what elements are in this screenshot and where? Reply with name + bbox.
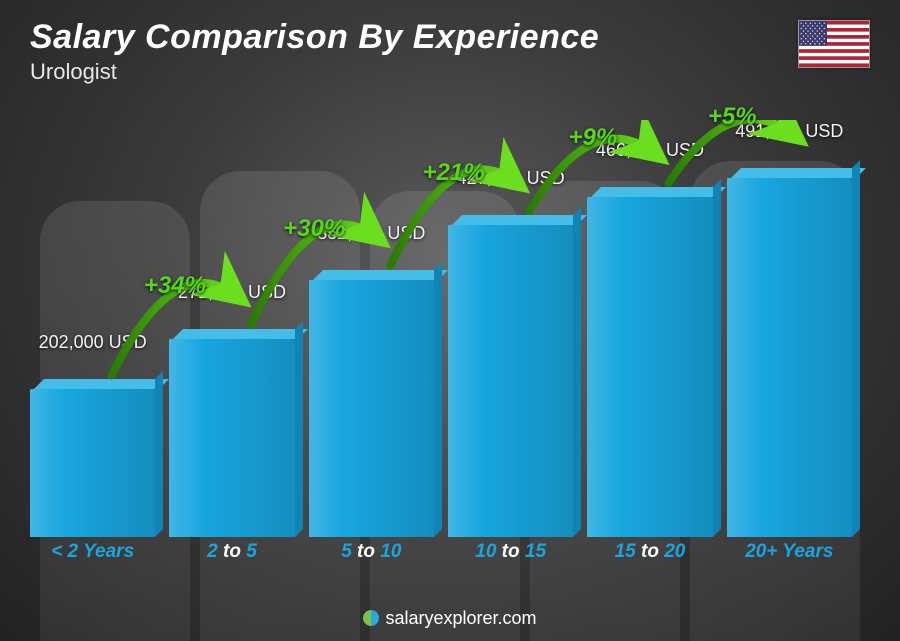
bar bbox=[169, 339, 294, 537]
bar-chart: 202,000 USD271,000 USD352,000 USD427,000… bbox=[30, 120, 852, 571]
chart-subtitle: Urologist bbox=[30, 59, 870, 85]
percent-increase-label: +5% bbox=[708, 103, 757, 131]
x-axis-label: < 2 Years bbox=[30, 541, 155, 571]
bar bbox=[30, 389, 155, 537]
x-axis-label: 20+ Years bbox=[727, 541, 852, 571]
bar-slot: 491,000 USD bbox=[727, 120, 852, 537]
x-axis-label: 15 to 20 bbox=[587, 541, 712, 571]
value-label: 202,000 USD bbox=[39, 332, 147, 353]
chart-title: Salary Comparison By Experience bbox=[30, 18, 870, 57]
bar-slot: 271,000 USD bbox=[169, 120, 294, 537]
header: Salary Comparison By Experience Urologis… bbox=[30, 18, 870, 85]
x-axis-label: 5 to 10 bbox=[309, 541, 434, 571]
bar bbox=[587, 197, 712, 537]
footer-text: salaryexplorer.com bbox=[385, 608, 536, 628]
percent-increase-label: +34% bbox=[144, 272, 206, 300]
bar-slot: 202,000 USD bbox=[30, 120, 155, 537]
brand-logo-icon bbox=[363, 610, 379, 626]
country-flag-icon bbox=[798, 20, 870, 68]
x-axis-labels: < 2 Years 2 to 5 5 to 10 10 to 15 15 to 20 20… bbox=[30, 541, 852, 571]
footer: salaryexplorer.com bbox=[0, 608, 900, 629]
x-axis-label: 10 to 15 bbox=[448, 541, 573, 571]
percent-increase-label: +9% bbox=[569, 124, 618, 152]
bar-slot: 466,000 USD bbox=[587, 120, 712, 537]
bar bbox=[727, 178, 852, 537]
bar-slot: 352,000 USD bbox=[309, 120, 434, 537]
percent-increase-label: +21% bbox=[423, 159, 485, 187]
bar bbox=[448, 225, 573, 537]
bar bbox=[309, 280, 434, 537]
x-axis-label: 2 to 5 bbox=[169, 541, 294, 571]
percent-increase-label: +30% bbox=[283, 215, 345, 243]
